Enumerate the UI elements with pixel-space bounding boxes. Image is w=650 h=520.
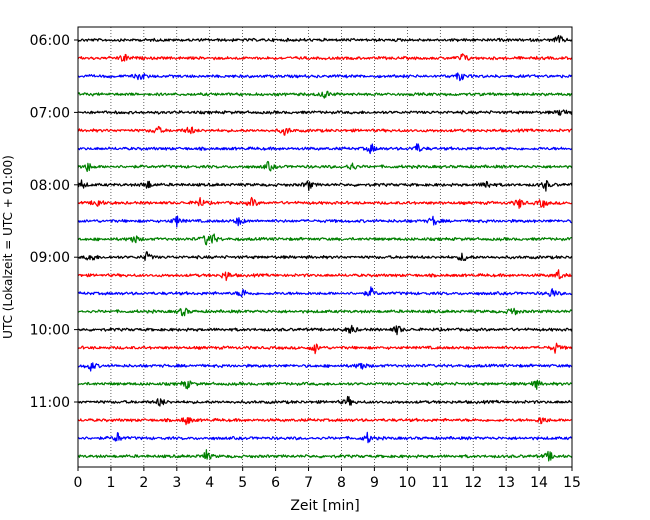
trace-0630 <box>77 72 573 82</box>
trace-0715 <box>77 125 573 136</box>
trace-1030 <box>77 362 573 372</box>
trace-0700 <box>77 109 573 117</box>
trace-0600 <box>77 34 573 43</box>
trace-1130 <box>77 431 573 444</box>
y-axis-ticks: 06:00 07:00 08:00 09:00 10:00 11:00 <box>30 33 78 411</box>
trace-0945 <box>77 307 573 317</box>
x-tick-label: 5 <box>238 475 247 491</box>
y-tick-label: 10:00 <box>30 323 70 339</box>
x-tick-label: 0 <box>74 475 83 491</box>
x-tick-label: 15 <box>563 475 581 491</box>
y-tick-label: 11:00 <box>30 395 70 411</box>
x-tick-label: 10 <box>398 475 416 491</box>
trace-1115 <box>77 417 572 426</box>
x-tick-label: 7 <box>304 475 313 491</box>
x-tick-label: 14 <box>530 475 548 491</box>
trace-0730 <box>77 143 573 155</box>
y-tick-label: 09:00 <box>30 250 70 266</box>
trace-0615 <box>77 53 573 62</box>
x-tick-label: 1 <box>106 475 115 491</box>
trace-0815 <box>77 196 573 209</box>
trace-1045 <box>77 379 573 390</box>
seismic-traces <box>77 34 573 462</box>
trace-1015 <box>77 342 573 355</box>
x-tick-label: 12 <box>464 475 482 491</box>
trace-1145 <box>77 449 573 462</box>
y-tick-label: 06:00 <box>30 33 70 49</box>
trace-1100 <box>77 395 573 407</box>
x-tick-label: 9 <box>370 475 379 491</box>
x-tick-label: 4 <box>205 475 214 491</box>
y-axis-label: UTC (Lokalzeit = UTC + 01:00) <box>1 155 15 339</box>
vertical-gridlines <box>110 27 540 467</box>
trace-1000 <box>77 324 573 336</box>
x-tick-label: 3 <box>172 475 181 491</box>
plot-frame <box>77 26 573 468</box>
x-tick-label: 6 <box>271 475 280 491</box>
trace-0915 <box>77 269 573 282</box>
x-axis-label: Zeit [min] <box>290 498 359 514</box>
trace-0745 <box>77 160 573 172</box>
y-tick-label: 07:00 <box>30 105 70 121</box>
x-axis-ticks: 0 1 2 3 4 5 6 7 8 9 10 11 12 13 14 15 <box>74 467 581 491</box>
trace-0645 <box>77 90 573 99</box>
x-tick-label: 8 <box>337 475 346 491</box>
x-tick-label: 11 <box>431 475 449 491</box>
trace-0800 <box>77 179 573 192</box>
y-tick-label: 08:00 <box>30 178 70 194</box>
trace-0930 <box>77 286 573 298</box>
trace-0830 <box>77 215 573 228</box>
trace-0900 <box>77 251 573 262</box>
x-tick-label: 2 <box>139 475 148 491</box>
trace-0845 <box>77 233 573 246</box>
x-tick-label: 13 <box>497 475 515 491</box>
